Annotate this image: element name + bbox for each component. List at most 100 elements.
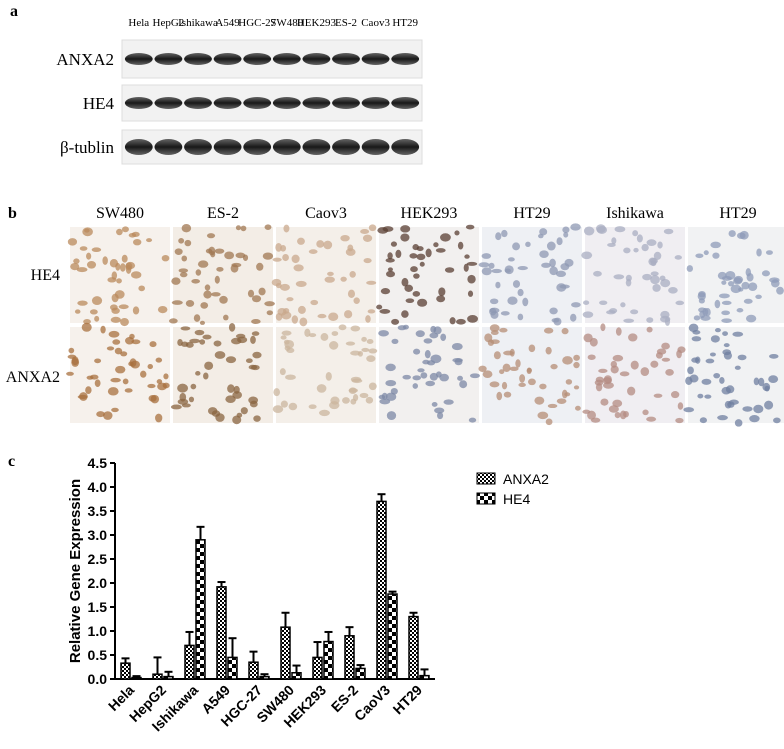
- blot-band: [332, 97, 360, 109]
- bar: [355, 667, 366, 680]
- cell: [395, 249, 402, 259]
- error-bar: [377, 493, 386, 502]
- cell: [308, 249, 318, 254]
- legend-label: ANXA2: [503, 471, 549, 487]
- cell: [169, 318, 178, 324]
- cell: [219, 295, 228, 304]
- cell: [555, 270, 567, 278]
- cell: [517, 266, 528, 271]
- cell: [499, 327, 508, 333]
- cell: [650, 360, 659, 368]
- cell: [595, 383, 603, 392]
- cell: [623, 318, 635, 323]
- row-label: HE4: [83, 94, 115, 113]
- cell: [587, 354, 596, 360]
- error-bar: [153, 656, 162, 675]
- cell: [79, 246, 88, 251]
- cell: [213, 340, 222, 347]
- cell: [279, 283, 290, 291]
- cell: [108, 330, 120, 338]
- cell: [769, 277, 780, 283]
- cell: [285, 374, 296, 380]
- blot-band: [213, 53, 242, 65]
- cell: [714, 327, 721, 333]
- cell: [676, 349, 682, 359]
- cell: [67, 238, 78, 246]
- cell: [251, 295, 262, 303]
- cell: [467, 274, 476, 284]
- cell: [705, 358, 715, 364]
- cell: [464, 254, 470, 259]
- column-label: ES-2: [207, 205, 239, 222]
- cell: [162, 382, 170, 389]
- cell: [526, 367, 532, 375]
- cell: [732, 331, 744, 337]
- cell: [539, 250, 549, 258]
- x-tick-label: HT29: [390, 682, 426, 718]
- cell: [353, 297, 360, 304]
- cell: [86, 260, 97, 269]
- cell: [194, 329, 205, 336]
- cell: [534, 396, 545, 405]
- cell: [94, 315, 100, 322]
- cell: [704, 394, 712, 399]
- cell: [401, 310, 409, 318]
- cell: [728, 230, 736, 238]
- cell: [256, 262, 264, 271]
- cell: [385, 363, 396, 372]
- cell: [571, 302, 581, 308]
- cell: [106, 346, 115, 351]
- cell: [299, 317, 308, 327]
- cell: [329, 341, 339, 350]
- cell: [481, 253, 492, 259]
- cell: [625, 274, 632, 282]
- cell: [163, 373, 169, 380]
- cell: [251, 318, 261, 325]
- cell: [721, 300, 732, 305]
- cell: [764, 385, 770, 392]
- cell: [132, 306, 140, 315]
- lane-label: HepG2: [153, 17, 185, 29]
- bar: [419, 674, 430, 680]
- error-bar: [260, 673, 269, 677]
- cell: [232, 391, 242, 399]
- cell: [291, 315, 299, 324]
- cell: [546, 241, 556, 251]
- cell: [686, 265, 694, 272]
- cell: [205, 248, 213, 254]
- cell: [507, 296, 518, 305]
- cell: [417, 298, 428, 307]
- cell: [614, 412, 621, 419]
- cell: [661, 342, 670, 350]
- error-bar: [121, 657, 130, 664]
- cell: [376, 304, 383, 310]
- cell: [119, 263, 126, 272]
- cell: [197, 260, 209, 268]
- cell: [91, 296, 103, 306]
- cell: [184, 239, 192, 247]
- cell: [721, 318, 732, 323]
- cell: [600, 323, 606, 332]
- cell: [170, 404, 182, 410]
- cell: [468, 417, 477, 423]
- cell: [433, 242, 439, 248]
- cell: [721, 310, 730, 316]
- bar: [376, 500, 387, 680]
- cell: [563, 232, 569, 238]
- cell: [675, 300, 685, 306]
- cell: [749, 415, 760, 423]
- panel-label: a: [10, 3, 18, 20]
- cell: [264, 224, 272, 230]
- cell: [593, 270, 602, 277]
- error-bar: [185, 630, 194, 646]
- blot-band: [361, 53, 390, 65]
- cell: [722, 331, 728, 336]
- cell: [467, 315, 479, 323]
- cell: [630, 360, 639, 370]
- cell: [70, 262, 80, 271]
- cell: [112, 339, 121, 345]
- cell: [698, 298, 705, 304]
- cell: [650, 260, 657, 267]
- cell: [352, 394, 359, 402]
- cell: [83, 319, 91, 325]
